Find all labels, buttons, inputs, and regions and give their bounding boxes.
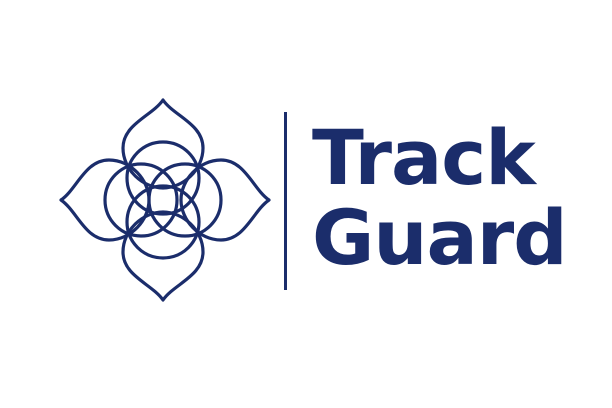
petal-top: [121, 98, 205, 190]
logo-divider: [284, 112, 287, 290]
brand-wordmark: Track Guard: [312, 113, 568, 282]
inner-circle-top: [125, 140, 201, 216]
four-petal-lotus-icon: [59, 98, 271, 302]
inner-circle-left: [103, 162, 179, 238]
inner-circle-right: [147, 162, 223, 238]
brand-name-line-2: Guard: [312, 193, 568, 282]
inner-circle-bottom: [125, 184, 201, 260]
petal-bottom: [121, 210, 205, 302]
petal-right: [179, 158, 271, 242]
brand-name-line-1: Track: [312, 113, 536, 202]
